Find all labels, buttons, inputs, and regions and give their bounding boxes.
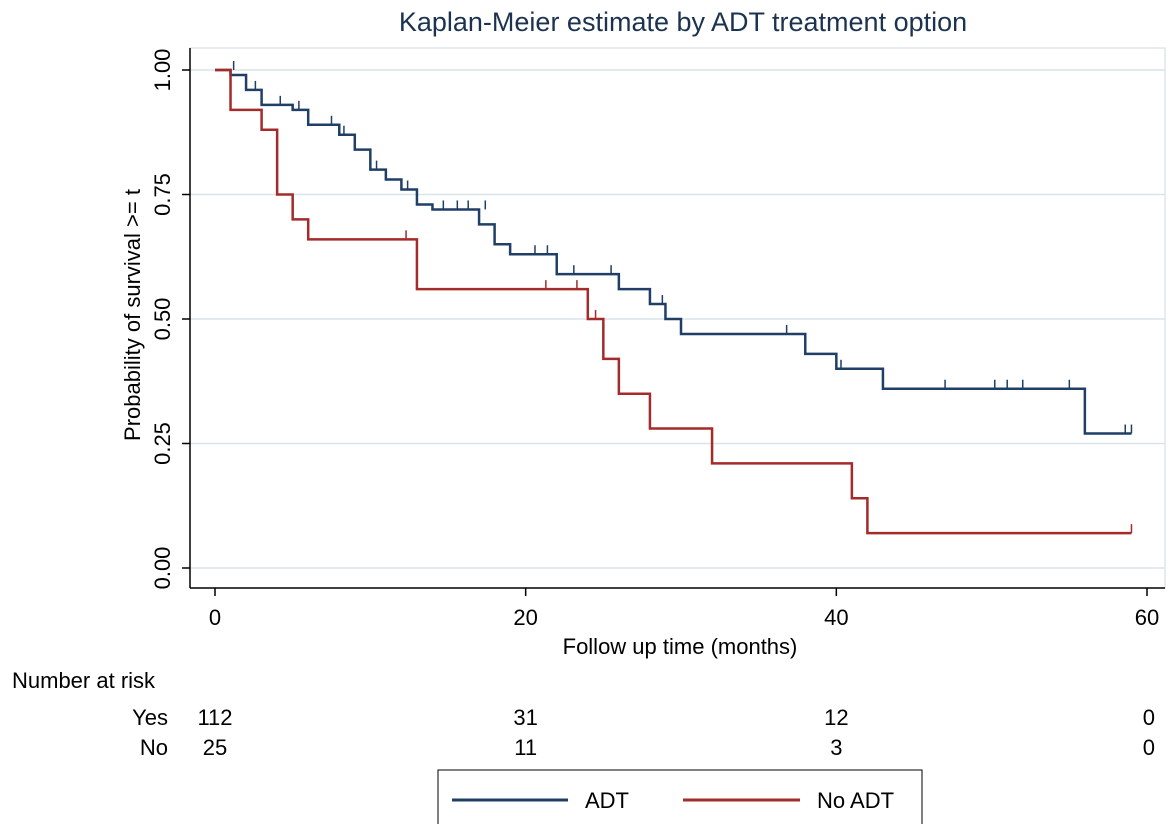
risk-value: 12 — [824, 705, 848, 730]
y-ticks: 0.00 0.25 0.50 0.75 1.00 — [150, 49, 190, 590]
risk-value: 3 — [830, 735, 842, 760]
y-tick-label: 0.75 — [150, 173, 175, 216]
series-layer — [215, 61, 1133, 535]
x-tick-label: 60 — [1135, 605, 1159, 630]
legend-label-no-adt: No ADT — [817, 788, 894, 813]
risk-value: 0 — [1143, 705, 1155, 730]
y-axis-label: Probability of survival >= t — [120, 189, 145, 441]
y-tick-label: 0.50 — [150, 298, 175, 341]
x-ticks: 0 20 40 60 — [209, 588, 1159, 630]
chart-title: Kaplan-Meier estimate by ADT treatment o… — [399, 7, 967, 37]
risk-value: 0 — [1143, 735, 1155, 760]
series-line-adt — [215, 68, 1132, 435]
y-tick-label: 1.00 — [150, 49, 175, 92]
risk-table-heading: Number at risk — [12, 668, 156, 693]
legend-box — [437, 769, 923, 824]
risk-value: 112 — [197, 705, 232, 730]
x-axis-label: Follow up time (months) — [563, 634, 798, 659]
risk-value: 25 — [203, 735, 227, 760]
risk-row-label: Yes — [132, 705, 168, 730]
risk-value: 31 — [513, 705, 537, 730]
x-tick-label: 40 — [824, 605, 848, 630]
legend-label-adt: ADT — [585, 788, 629, 813]
series-line-no-adt — [215, 68, 1132, 535]
y-tick-label: 0.25 — [150, 422, 175, 465]
risk-value: 11 — [514, 735, 537, 760]
x-tick-label: 20 — [513, 605, 537, 630]
risk-row-label: No — [140, 735, 168, 760]
y-tick-label: 0.00 — [150, 547, 175, 590]
risk-table: Yes 112 31 12 0 No 25 11 3 0 — [132, 705, 1155, 760]
gridlines — [190, 69, 1165, 569]
x-tick-label: 0 — [209, 605, 221, 630]
